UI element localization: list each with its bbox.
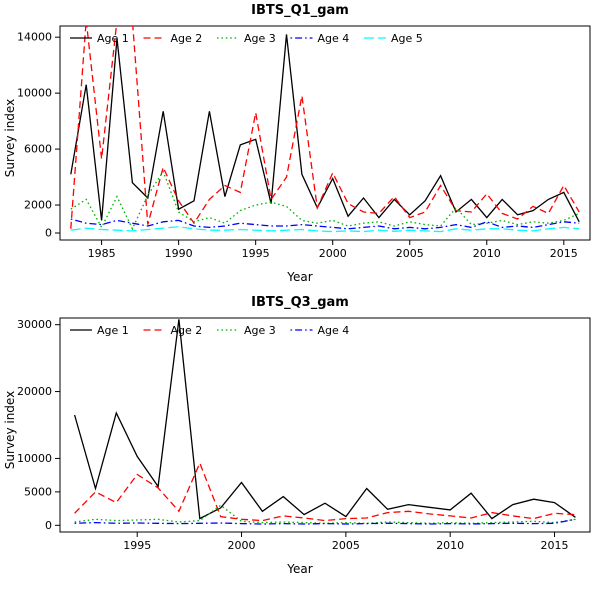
series-line-age-1 (73, 319, 576, 520)
y-tick-label: 30000 (17, 318, 52, 331)
plot-box (59, 317, 591, 533)
x-tick-label: 2015 (550, 247, 578, 260)
chart-title-q1: IBTS_Q1_gam (251, 3, 349, 18)
y-tick-label: 6000 (24, 143, 52, 156)
plot-wrap-q1: Survey index 1985 1990 1995 2000 2005 2010 201… (0, 20, 600, 272)
legend-label-age-3: Age 3 (244, 324, 276, 337)
series-line-age-4 (74, 518, 576, 525)
plot-area-q1: 1985 1990 1995 2000 2005 2010 2015 0 2000 6000 100… (17, 25, 591, 260)
y-tick-label: 0 (45, 519, 52, 532)
legend-label-age-2: Age 2 (171, 324, 203, 337)
legend-label-age-4: Age 4 (318, 324, 350, 337)
series-line-age-4 (70, 218, 580, 230)
y-tick-label: 10000 (17, 452, 52, 465)
plot-box (59, 25, 591, 241)
chart-panel-q1: IBTS_Q1_gam Survey index 1985 1990 1995 200… (0, 2, 600, 286)
chart-panel-q3: IBTS_Q3_gam Survey index 1995 2000 2005 201… (0, 294, 600, 578)
y-axis-label-q3: Survey index (3, 391, 17, 470)
plot-wrap-q3: Survey index 1995 2000 2005 2010 2015 0 5000 10… (0, 312, 600, 564)
y-tick-label: 0 (45, 227, 52, 240)
x-tick-label: 1995 (242, 247, 270, 260)
x-tick-label: 2000 (228, 539, 256, 552)
plot-area-q3: 1995 2000 2005 2010 2015 0 5000 10000 20000 30000… (17, 317, 591, 552)
x-tick-label: 1990 (165, 247, 193, 260)
series-line-age-5 (70, 226, 580, 233)
legend-label-age-4: Age 4 (318, 32, 350, 45)
x-axis-label-q1: Year (287, 270, 313, 284)
x-tick-label: 2015 (541, 539, 569, 552)
y-tick-label: 2000 (24, 199, 52, 212)
y-tick-label: 5000 (24, 485, 52, 498)
legend-label-age-1: Age 1 (97, 32, 129, 45)
legend-label-age-5: Age 5 (391, 32, 423, 45)
x-axis-label-q3: Year (287, 562, 313, 576)
x-tick-label: 2005 (332, 539, 360, 552)
x-tick-label: 1995 (123, 539, 151, 552)
legend-label-age-1: Age 1 (97, 324, 129, 337)
series-line-age-1 (70, 34, 580, 223)
series-line-age-2 (70, 26, 580, 229)
series-line-age-3 (70, 170, 580, 231)
x-tick-label: 1985 (88, 247, 116, 260)
chart-title-q3: IBTS_Q3_gam (251, 295, 349, 310)
legend-label-age-2: Age 2 (171, 32, 203, 45)
y-tick-label: 10000 (17, 87, 52, 100)
x-tick-label: 2005 (396, 247, 424, 260)
y-axis-label-q1: Survey index (3, 99, 17, 178)
series-line-age-3 (74, 504, 576, 524)
x-tick-label: 2010 (473, 247, 501, 260)
series-line-age-2 (74, 461, 576, 522)
legend-label-age-3: Age 3 (244, 32, 276, 45)
y-tick-label: 14000 (17, 31, 52, 44)
y-tick-label: 20000 (17, 385, 52, 398)
x-tick-label: 2010 (436, 539, 464, 552)
x-tick-label: 2000 (319, 247, 347, 260)
